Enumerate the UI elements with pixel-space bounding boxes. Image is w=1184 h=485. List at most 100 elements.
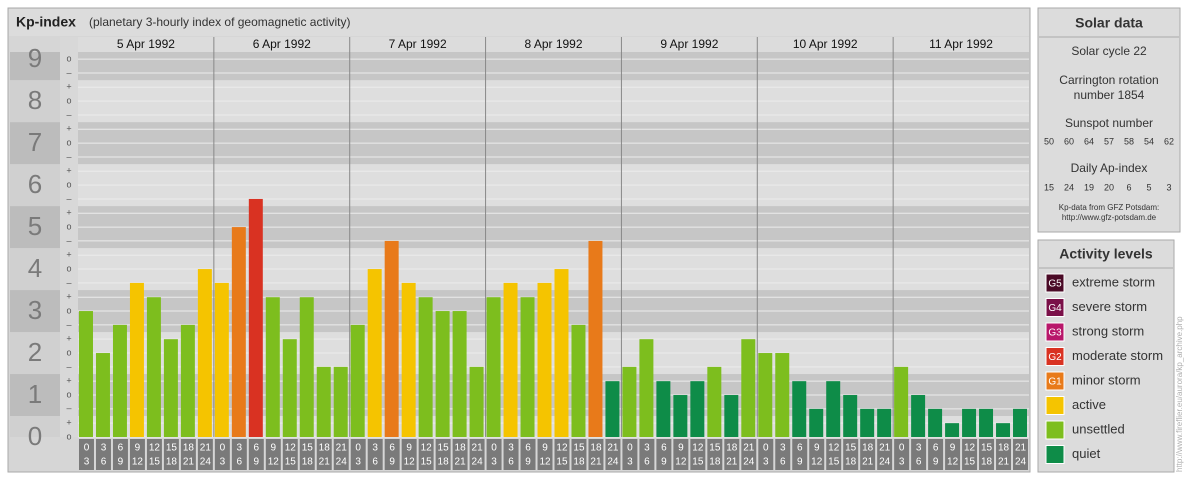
y-minor-label: o	[66, 221, 71, 231]
x-tick-label: 18	[981, 457, 993, 468]
x-tick-label: 3	[644, 443, 650, 454]
bar	[962, 408, 977, 437]
legend-swatch	[1045, 322, 1065, 342]
legend-label: unsettled	[1072, 421, 1125, 436]
x-label-box	[673, 439, 689, 470]
y-minor-label: –	[66, 403, 71, 413]
x-tick-label: 12	[404, 457, 416, 468]
x-tick-label: 6	[933, 443, 939, 454]
x-tick-label: 12	[285, 443, 297, 454]
x-tick-label: 15	[692, 457, 704, 468]
bar	[401, 282, 416, 437]
x-tick-label: 18	[302, 457, 314, 468]
x-tick-label: 24	[1015, 457, 1027, 468]
bar	[520, 297, 535, 437]
bar	[350, 324, 365, 437]
legend-swatch	[1045, 371, 1065, 391]
x-tick-label: 9	[950, 443, 956, 454]
x-tick-label: 18	[590, 443, 602, 454]
bar	[894, 366, 909, 437]
x-tick-label: 21	[726, 457, 738, 468]
bar	[809, 408, 824, 437]
bar	[214, 282, 229, 437]
legend-label: severe storm	[1072, 299, 1147, 314]
y-minor-label: o	[66, 431, 71, 441]
source: http://www.gfz-potsdam.de	[1062, 213, 1157, 222]
bar	[95, 353, 110, 437]
x-tick-label: 3	[899, 457, 905, 468]
bar	[605, 381, 620, 437]
legend-badge: G1	[1048, 377, 1062, 388]
x-label-box	[588, 439, 604, 470]
y-band	[10, 248, 60, 291]
legend-swatch	[1045, 273, 1065, 293]
legend-badge: G2	[1048, 352, 1062, 363]
x-label-box	[520, 439, 536, 470]
x-tick-label: 0	[220, 443, 226, 454]
y-tick-label: 9	[28, 43, 42, 73]
bar	[503, 282, 518, 437]
x-label-box	[79, 439, 94, 470]
ap-value: 19	[1084, 182, 1094, 192]
title-bar	[9, 9, 1029, 36]
x-tick-label: 9	[389, 457, 395, 468]
y-band	[10, 164, 60, 207]
x-label-box	[894, 439, 910, 470]
x-tick-label: 21	[336, 443, 348, 454]
x-tick-label: 15	[438, 443, 450, 454]
day-label: 11 Apr 1992	[929, 37, 993, 51]
x-tick-label: 6	[661, 443, 667, 454]
y-minor-label: +	[66, 376, 71, 386]
x-tick-label: 15	[845, 443, 857, 454]
y-minor-label: –	[66, 109, 71, 119]
x-label-box	[350, 439, 366, 470]
bar	[673, 395, 688, 437]
bar	[384, 240, 399, 437]
x-tick-label: 3	[508, 443, 514, 454]
bar	[129, 282, 144, 437]
y-tick-label: 8	[28, 85, 42, 115]
x-tick-label: 18	[455, 443, 467, 454]
y-tick-label: 6	[28, 169, 42, 199]
x-tick-label: 15	[421, 457, 433, 468]
bar	[690, 381, 705, 437]
ap-value: 5	[1146, 182, 1151, 192]
bar	[945, 423, 960, 437]
y-minor-label: o	[66, 95, 71, 105]
x-tick-label: 9	[542, 443, 548, 454]
x-tick-label: 0	[84, 443, 90, 454]
x-tick-label: 15	[828, 457, 840, 468]
x-tick-label: 21	[607, 443, 619, 454]
day-label: 5 Apr 1992	[117, 37, 175, 51]
y-band	[10, 332, 60, 375]
sunspot-value: 50	[1044, 136, 1054, 146]
day-label: 8 Apr 1992	[524, 37, 582, 51]
sunspot-value: 60	[1064, 136, 1074, 146]
y-tick-label: 4	[28, 253, 42, 283]
x-tick-label: 21	[879, 443, 891, 454]
x-label-box	[401, 439, 417, 470]
bar	[435, 311, 450, 437]
x-tick-label: 21	[183, 457, 195, 468]
x-tick-label: 6	[372, 457, 378, 468]
x-label-box	[265, 439, 281, 470]
band	[78, 52, 1029, 81]
x-label-box	[486, 439, 502, 470]
x-label-box	[418, 439, 434, 470]
x-tick-label: 21	[862, 457, 874, 468]
x-tick-label: 18	[998, 443, 1010, 454]
x-tick-label: 0	[355, 443, 361, 454]
credit: http://www.fireflier.eu/aurora/kp_archiv…	[1175, 316, 1184, 472]
solar-cycle: Solar cycle 22	[1071, 44, 1147, 58]
legend-label: strong storm	[1072, 323, 1144, 338]
x-label-box	[554, 439, 570, 470]
sunspot-value: 58	[1124, 136, 1134, 146]
y-tick-label: 5	[28, 211, 42, 241]
x-tick-label: 6	[237, 457, 243, 468]
chart-subtitle: (planetary 3-hourly index of geomagnetic…	[89, 15, 350, 29]
bar	[554, 269, 569, 437]
x-tick-label: 3	[220, 457, 226, 468]
x-label-box	[792, 439, 808, 470]
y-minor-label: –	[66, 361, 71, 371]
solar-panel	[1037, 7, 1181, 233]
